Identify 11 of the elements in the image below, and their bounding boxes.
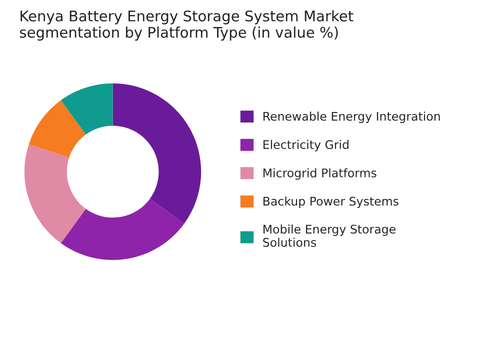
chart-title: Kenya Battery Energy Storage System Market segmentation by Platform Type (in value %) xyxy=(20,10,354,41)
legend-label: Electricity Grid xyxy=(264,140,348,152)
legend-label: Microgrid Platforms xyxy=(264,168,376,180)
donut-slice xyxy=(60,198,184,260)
donut-slice xyxy=(60,83,113,135)
donut-slice xyxy=(112,83,202,224)
legend-label: Backup Power Systems xyxy=(264,196,398,208)
donut-slice xyxy=(24,144,86,244)
legend-label: Renewable Energy Integration xyxy=(264,112,440,124)
donut-slice xyxy=(28,100,86,158)
legend-label: Mobile Energy Storage Solutions xyxy=(263,224,396,247)
